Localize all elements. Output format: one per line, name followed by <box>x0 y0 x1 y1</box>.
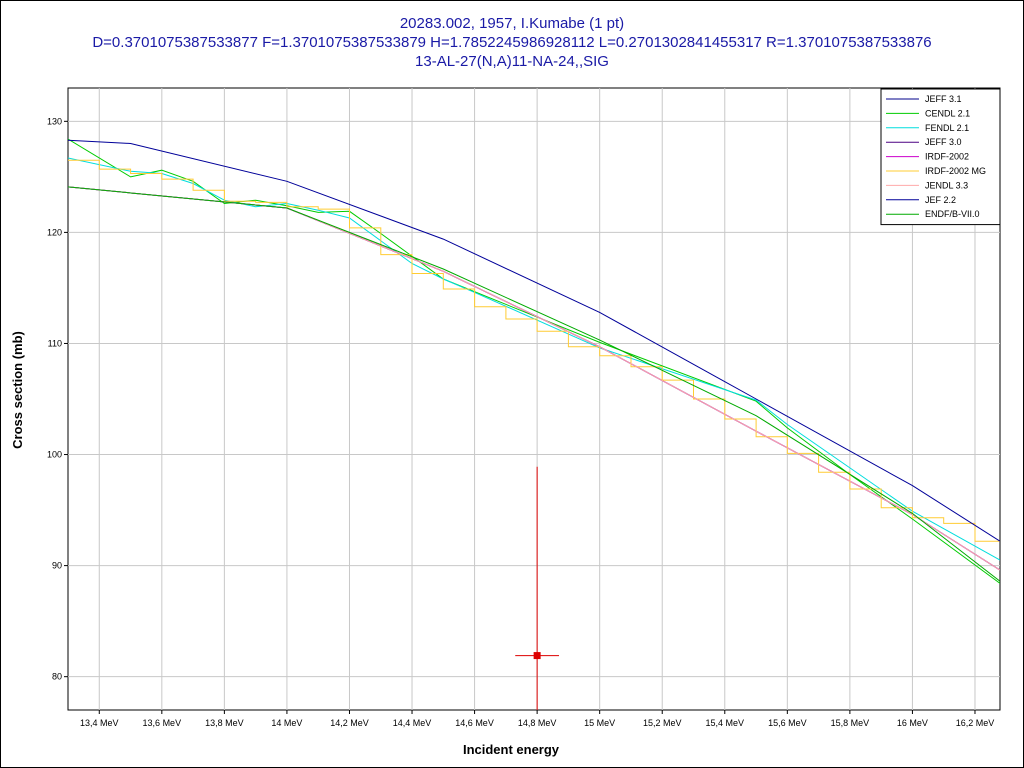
legend-label-irdf-2002: IRDF-2002 <box>925 152 969 162</box>
chart-title-block: 20283.002, 1957, I.Kumabe (1 pt) D=0.370… <box>0 14 1024 71</box>
legend-label-jeff-3-1: JEFF 3.1 <box>925 94 962 104</box>
series-lines <box>68 138 1000 584</box>
legend-label-endf-b-vii-0: ENDF/B-VII.0 <box>925 209 980 219</box>
x-tick-label: 13,8 MeV <box>205 718 244 728</box>
data-point-marker <box>533 652 541 660</box>
legend: JEFF 3.1 CENDL 2.1 FENDL 2.1 JEFF 3.0 IRDF-2… <box>880 88 1001 226</box>
series-line-jef-2-2 <box>68 139 1000 542</box>
plot-area <box>67 87 1001 711</box>
x-tick-label: 13,4 MeV <box>80 718 119 728</box>
legend-label-irdf-2002-mg: IRDF-2002 MG <box>925 166 986 176</box>
chart-reaction: 13-AL-27(N,A)11-NA-24,,SIG <box>415 53 609 70</box>
x-tick-label: 13,6 MeV <box>143 718 182 728</box>
x-tick-label: 15,4 MeV <box>706 718 745 728</box>
x-tick-label: 15 MeV <box>584 718 615 728</box>
series-line-irdf-2002-mg <box>68 159 1000 542</box>
y-tick-label: 90 <box>52 561 62 571</box>
legend-label-fendl-2-1: FENDL 2.1 <box>925 123 969 133</box>
y-tick-label: 130 <box>47 116 62 126</box>
axes: 13,4 MeV 13,6 MeV 13,8 MeV 14 MeV 14,2 MeV 14… <box>47 116 994 728</box>
x-tick-label: 16,2 MeV <box>956 718 995 728</box>
x-axis-title: Incident energy <box>463 742 560 757</box>
legend-label-jeff-3-0: JEFF 3.0 <box>925 137 962 147</box>
legend-label-cendl-2-1: CENDL 2.1 <box>925 108 970 118</box>
x-tick-label: 14,8 MeV <box>518 718 557 728</box>
x-tick-label: 14,2 MeV <box>330 718 369 728</box>
chart-parameters: D=0.3701075387533877 F=1.370107538753387… <box>92 34 932 51</box>
y-tick-label: 80 <box>52 672 62 682</box>
grid-lines <box>68 88 1000 710</box>
series-line-endf-b-vii-0 <box>68 186 1000 582</box>
y-axis-title: Cross section (mb) <box>10 331 25 449</box>
y-tick-label: 100 <box>47 450 62 460</box>
legend-label-jef-2-2: JEF 2.2 <box>925 195 956 205</box>
chart-title: 20283.002, 1957, I.Kumabe (1 pt) <box>399 15 625 32</box>
y-tick-label: 110 <box>48 338 62 348</box>
x-tick-label: 14,6 MeV <box>455 718 494 728</box>
x-tick-label: 15,6 MeV <box>768 718 807 728</box>
x-tick-label: 15,8 MeV <box>831 718 870 728</box>
x-tick-label: 14 MeV <box>271 718 302 728</box>
data-points <box>515 466 560 710</box>
x-tick-label: 14,4 MeV <box>393 718 432 728</box>
y-tick-label: 120 <box>47 227 62 237</box>
x-tick-label: 15,2 MeV <box>643 718 682 728</box>
x-tick-label: 16 MeV <box>897 718 928 728</box>
legend-label-jendl-3-3: JENDL 3.3 <box>925 180 968 190</box>
